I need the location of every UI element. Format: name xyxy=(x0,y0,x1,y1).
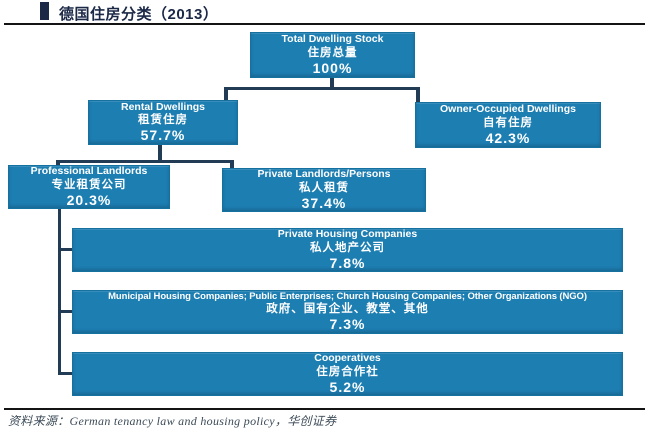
node-percentage: 5.2% xyxy=(329,378,366,395)
connector-tick-municipal xyxy=(58,310,73,313)
node-label-zh: 私人地产公司 xyxy=(310,241,385,254)
node-label-zh: 政府、国有企业、教堂、其他 xyxy=(266,303,429,316)
node-label-en: Owner-Occupied Dwellings xyxy=(440,103,576,116)
connector-rental-drop xyxy=(224,87,228,101)
page-title: 德国住房分类（2013） xyxy=(59,6,219,23)
node-label-en: Total Dwelling Stock xyxy=(281,33,384,46)
node-label-zh: 住房合作社 xyxy=(316,365,379,378)
node-label-zh: 自有住房 xyxy=(483,116,533,129)
connector-rental-stub xyxy=(158,144,162,162)
node-percentage: 100% xyxy=(312,59,353,76)
node-municipal-public-church-ngo: Municipal Housing Companies; Public Ente… xyxy=(72,290,623,334)
node-label-en: Cooperatives xyxy=(314,352,381,365)
header-divider-rule xyxy=(4,23,645,25)
connector-tick-private-housing xyxy=(58,248,73,251)
node-percentage: 42.3% xyxy=(485,129,531,146)
title-bullet-marker xyxy=(40,2,49,20)
node-professional-landlords: Professional Landlords 专业租赁公司 20.3% xyxy=(8,165,170,209)
node-percentage: 7.3% xyxy=(329,316,366,333)
connector-tick-cooperatives xyxy=(58,372,73,375)
node-label-en: Private Housing Companies xyxy=(277,228,418,241)
node-label-en: Municipal Housing Companies; Public Ente… xyxy=(108,290,587,302)
source-attribution: 资料来源：German tenancy law and housing poli… xyxy=(8,414,337,428)
node-percentage: 37.4% xyxy=(301,194,347,211)
node-label-en: Professional Landlords xyxy=(30,165,148,178)
node-cooperatives: Cooperatives 住房合作社 5.2% xyxy=(72,352,623,396)
connector-professional-drop xyxy=(56,160,60,167)
node-owner-occupied-dwellings: Owner-Occupied Dwellings 自有住房 42.3% xyxy=(415,102,601,148)
connector-private-persons-drop xyxy=(230,160,234,169)
node-rental-dwellings: Rental Dwellings 租赁住房 57.7% xyxy=(88,100,238,145)
node-label-zh: 住房总量 xyxy=(307,46,358,59)
footer-divider-rule xyxy=(4,408,645,410)
node-private-housing-companies: Private Housing Companies 私人地产公司 7.8% xyxy=(72,228,623,272)
node-label-en: Rental Dwellings xyxy=(120,100,205,113)
connector-root-stub xyxy=(330,76,334,89)
connector-row1-horizontal xyxy=(224,87,420,90)
node-total-dwelling-stock: Total Dwelling Stock 住房总量 100% xyxy=(250,32,415,78)
node-percentage: 57.7% xyxy=(140,127,186,144)
node-label-en: Private Landlords/Persons xyxy=(257,168,391,181)
node-percentage: 7.8% xyxy=(329,254,366,271)
node-label-zh: 专业租赁公司 xyxy=(51,178,127,191)
node-percentage: 20.3% xyxy=(66,191,112,208)
node-label-zh: 私人租赁 xyxy=(299,181,349,194)
node-label-zh: 租赁住房 xyxy=(138,114,188,127)
connector-left-trunk xyxy=(58,207,61,375)
connector-row2-horizontal xyxy=(56,160,234,163)
node-private-landlords-persons: Private Landlords/Persons 私人租赁 37.4% xyxy=(222,168,426,212)
connector-owner-drop xyxy=(416,87,420,103)
